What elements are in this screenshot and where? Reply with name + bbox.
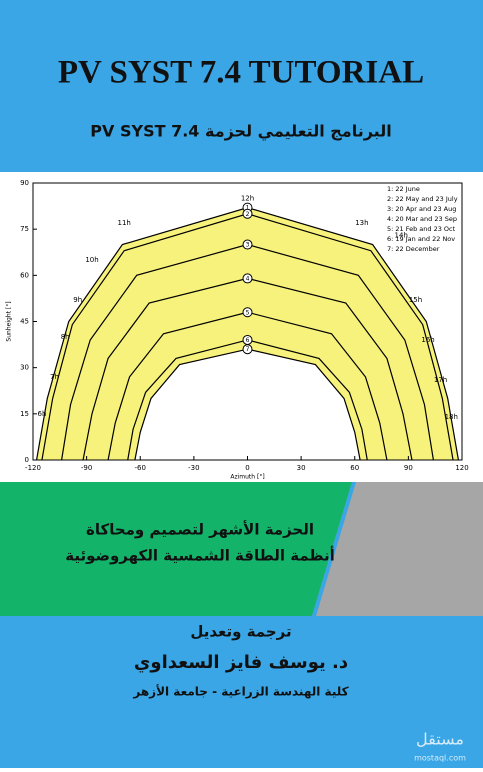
y-tick-label: 30 [20, 364, 29, 372]
green-band [0, 482, 352, 616]
y-axis-label: Sunheight [°] [6, 301, 13, 341]
date-marker-label: 6 [246, 337, 250, 344]
x-tick-label: 60 [350, 464, 359, 472]
y-tick-label: 45 [20, 318, 29, 326]
y-tick-label: 60 [20, 271, 29, 279]
hour-label: 9h [73, 296, 82, 304]
watermark-url: mostaql.com [414, 754, 466, 763]
hour-label: 13h [355, 219, 368, 227]
date-marker [242, 208, 253, 219]
hour-label: 18h [445, 413, 458, 421]
date-marker [242, 307, 253, 318]
hour-label: 11h [117, 219, 130, 227]
tagline-line: أنظمة الطاقة الشمسية الكهروضوئية [65, 546, 335, 565]
credits-role: ترجمة وتعديل [190, 623, 291, 641]
y-tick-label: 75 [20, 225, 29, 233]
legend-entry: 4: 20 Mar and 23 Sep [387, 215, 457, 223]
date-marker-label: 7 [246, 346, 250, 353]
x-tick-label: 30 [297, 464, 306, 472]
date-marker-label: 2 [246, 211, 250, 218]
x-tick-label: 120 [455, 464, 468, 472]
watermark: مستقل [416, 730, 464, 749]
top-band [0, 0, 483, 172]
hour-label: 14h [395, 231, 408, 239]
credits-affiliation: كلية الهندسة الزراعية - جامعة الأزهر [132, 684, 348, 699]
tagline-line: الحزمة الأشهر لتصميم ومحاكاة [86, 521, 314, 539]
x-tick-label: -90 [81, 464, 92, 472]
y-tick-label: 90 [20, 179, 29, 187]
legend-entry: 6: 19 Jan and 22 Nov [387, 235, 455, 243]
hour-label: 8h [61, 333, 70, 341]
y-tick-label: 15 [20, 410, 29, 418]
sun-path-chart: -120 -90 -60 -30 0 30 60 90 1200153045607590Azim… [6, 179, 469, 481]
legend-entry: 1: 22 June [387, 185, 420, 193]
x-tick-label: -30 [188, 464, 199, 472]
hour-label: 15h [409, 296, 422, 304]
x-axis-label: Azimuth [°] [230, 474, 264, 481]
hour-label: 7h [50, 373, 59, 381]
date-marker-label: 3 [246, 242, 250, 249]
hour-label: 12h [241, 194, 254, 202]
legend-entry: 5: 21 Feb and 23 Oct [387, 225, 456, 233]
hour-label: 16h [421, 336, 434, 344]
daylight-area [36, 207, 459, 460]
hour-label: 10h [85, 256, 98, 264]
date-marker-label: 5 [246, 309, 250, 316]
x-tick-label: 0 [245, 464, 249, 472]
bottom-band [0, 616, 483, 768]
y-tick-label: 0 [25, 456, 29, 464]
date-marker-label: 1 [246, 205, 250, 212]
x-tick-label: -60 [135, 464, 146, 472]
date-marker [242, 344, 253, 355]
date-marker [242, 239, 253, 250]
hour-label: 17h [434, 376, 447, 384]
date-marker-label: 4 [246, 275, 250, 282]
hour-label: 6h [37, 410, 46, 418]
x-tick-label: 90 [404, 464, 413, 472]
legend-entry: 3: 20 Apr and 23 Aug [387, 205, 456, 213]
credits-author: د. يوسف فايز السعداوي [134, 652, 348, 673]
date-marker [242, 273, 253, 284]
legend-entry: 2: 22 May and 23 July [387, 195, 458, 203]
legend-entry: 7: 22 December [387, 245, 440, 253]
x-tick-label: -120 [25, 464, 41, 472]
title: PV SYST 7.4 TUTORIAL [58, 55, 424, 91]
divider [312, 482, 356, 616]
subtitle: البرنامج التعليمي لحزمة PV SYST 7.4 [90, 122, 391, 142]
